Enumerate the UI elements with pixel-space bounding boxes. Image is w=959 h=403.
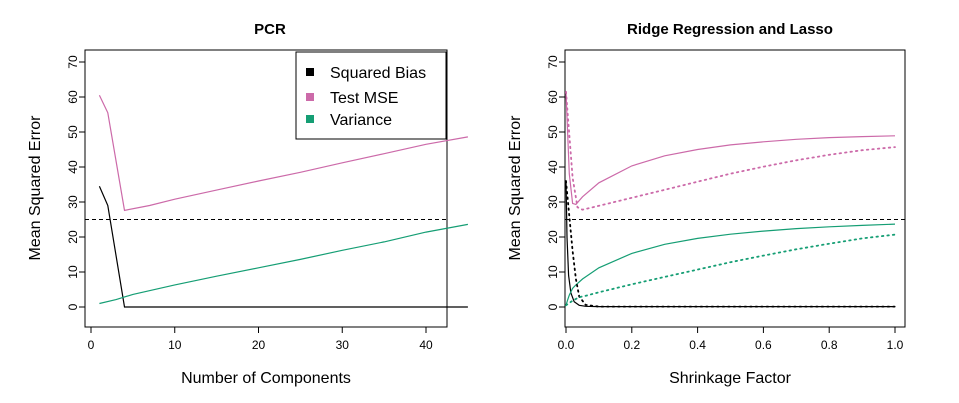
- series-line-variance-ridge: [565, 223, 896, 306]
- x-tick-label: 10: [168, 338, 182, 352]
- legend-label-variance: Variance: [330, 112, 392, 129]
- series-line-squared-bias-ridge: [565, 180, 895, 308]
- ridge-lasso-panel: Ridge Regression and Lasso 0 10 20 30 40 50 60…: [507, 21, 906, 387]
- y-tick-label: 0: [66, 303, 80, 310]
- y-tick-label: 30: [66, 195, 80, 209]
- pcr-x-axis: 0 10 20 30 40: [88, 327, 433, 352]
- x-tick-label: 20: [252, 338, 266, 352]
- y-tick-label: 40: [66, 160, 80, 174]
- series-line-variance-lasso: [565, 233, 896, 307]
- pcr-plot-frame: [84, 49, 448, 328]
- legend-box: [295, 51, 447, 140]
- y-tick-label: 60: [546, 90, 560, 104]
- ridge-lasso-y-axis: 0 10 20 30 40 50 60 70: [546, 55, 565, 310]
- pcr-y-axis-label: Mean Squared Error: [27, 115, 44, 261]
- ridge-lasso-series-group: [565, 90, 905, 308]
- y-tick-label: 20: [66, 230, 80, 244]
- y-tick-label: 40: [546, 160, 560, 174]
- y-tick-label: 70: [546, 55, 560, 69]
- legend-swatch-test-mse: [306, 93, 314, 101]
- x-tick-label: 1.0: [887, 338, 904, 352]
- y-tick-label: 60: [66, 90, 80, 104]
- y-tick-label: 70: [66, 55, 80, 69]
- y-tick-label: 10: [546, 265, 560, 279]
- x-tick-label: 0.8: [821, 338, 838, 352]
- pcr-legend: Squared Bias Test MSE Variance: [295, 51, 447, 140]
- series-line-squared-bias-lasso: [565, 180, 896, 308]
- legend-label-squared-bias: Squared Bias: [330, 65, 426, 82]
- pcr-panel: PCR 0 10 20 30 40 50 60 70 0 10 20 30 40 Number of …: [27, 21, 469, 387]
- ridge-lasso-title: Ridge Regression and Lasso: [627, 21, 833, 38]
- series-line-test-mse-lasso: [565, 90, 896, 211]
- x-tick-label: 40: [419, 338, 433, 352]
- series-line-test-mse: [98, 95, 469, 212]
- pcr-title: PCR: [254, 21, 286, 38]
- legend-label-test-mse: Test MSE: [330, 90, 398, 107]
- ridge-lasso-x-axis-label: Shrinkage Factor: [669, 370, 792, 387]
- pcr-x-axis-label: Number of Components: [181, 370, 351, 387]
- series-line-variance: [99, 223, 469, 305]
- x-tick-label: 0.2: [623, 338, 640, 352]
- legend-swatch-variance: [306, 115, 314, 123]
- pcr-y-axis: 0 10 20 30 40 50 60 70: [66, 55, 85, 310]
- y-tick-label: 30: [546, 195, 560, 209]
- series-line-squared-bias: [98, 186, 468, 308]
- ridge-lasso-plot-frame: [564, 49, 906, 328]
- legend-swatch-squared-bias: [306, 68, 314, 76]
- y-tick-label: 0: [546, 303, 560, 310]
- series-line-test-mse-ridge: [565, 91, 896, 206]
- ridge-lasso-y-axis-label: Mean Squared Error: [507, 115, 524, 261]
- x-tick-label: 0.6: [755, 338, 772, 352]
- y-tick-label: 50: [66, 125, 80, 139]
- x-tick-label: 0.4: [689, 338, 706, 352]
- x-tick-label: 0: [88, 338, 95, 352]
- y-tick-label: 50: [546, 125, 560, 139]
- ridge-lasso-x-axis: 0.0 0.2 0.4 0.6 0.8 1.0: [558, 327, 904, 352]
- y-tick-label: 10: [66, 265, 80, 279]
- pcr-series-group: [85, 95, 469, 308]
- x-tick-label: 0.0: [558, 338, 575, 352]
- x-tick-label: 30: [336, 338, 350, 352]
- y-tick-label: 20: [546, 230, 560, 244]
